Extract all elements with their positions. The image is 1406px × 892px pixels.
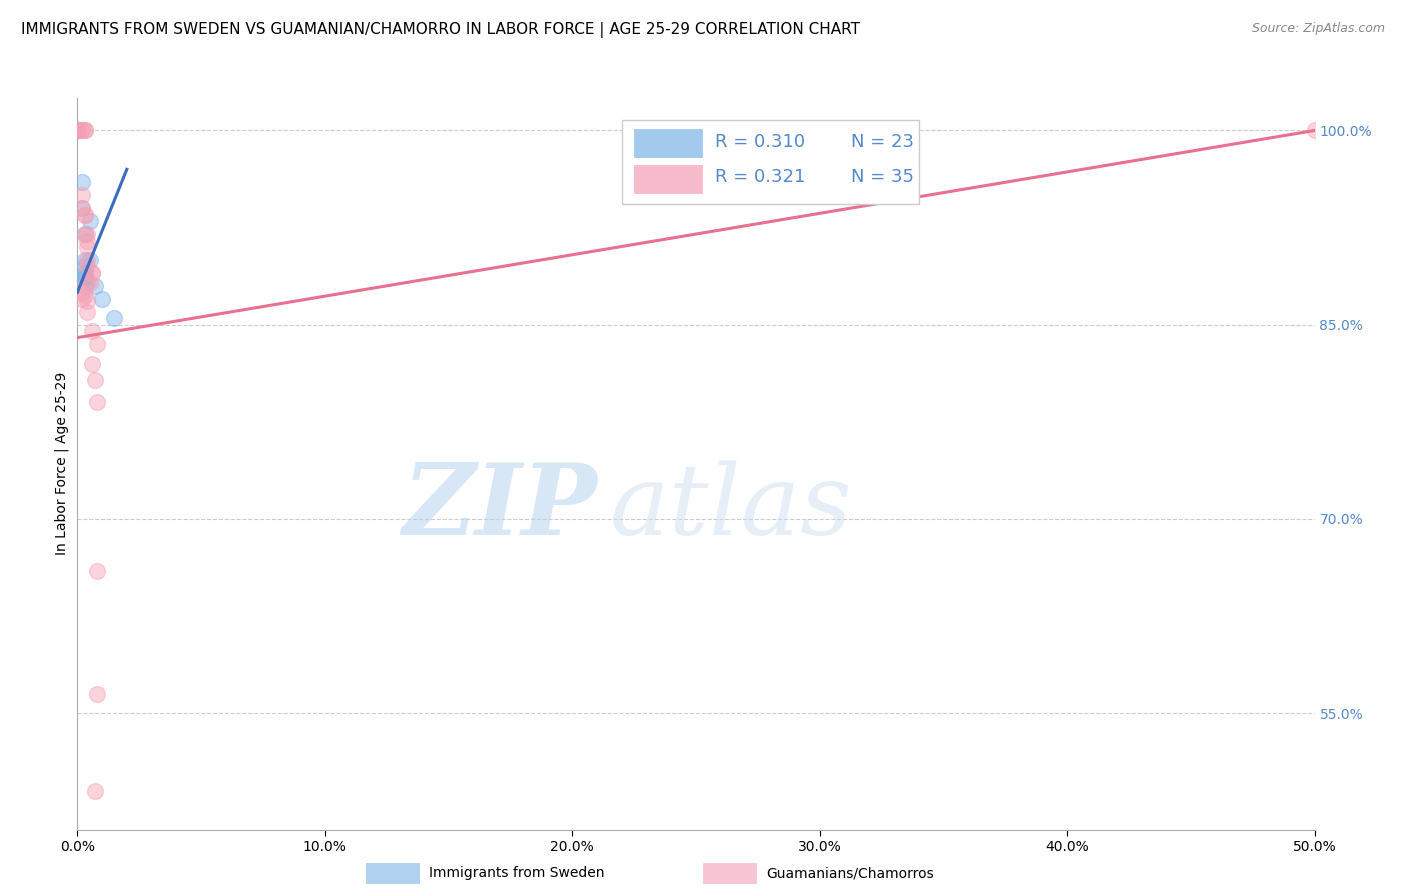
Point bbox=[83, 278, 105, 293]
Point bbox=[79, 252, 101, 267]
Point bbox=[76, 234, 98, 248]
Point bbox=[76, 240, 98, 254]
Point bbox=[79, 214, 101, 228]
Point bbox=[82, 357, 104, 371]
Text: ZIP: ZIP bbox=[402, 459, 598, 556]
Point bbox=[73, 252, 96, 267]
Point bbox=[82, 266, 104, 280]
Point bbox=[73, 227, 96, 241]
Point bbox=[76, 260, 98, 274]
Point bbox=[66, 123, 89, 137]
Point bbox=[66, 123, 89, 137]
Point bbox=[86, 564, 108, 578]
Point bbox=[73, 227, 96, 241]
Text: N = 23: N = 23 bbox=[851, 133, 914, 151]
Point bbox=[103, 311, 125, 326]
Point bbox=[73, 269, 96, 284]
Point bbox=[66, 123, 89, 137]
Point bbox=[83, 783, 105, 797]
Point bbox=[73, 266, 96, 280]
Point bbox=[76, 277, 98, 291]
Point bbox=[73, 260, 96, 274]
Point bbox=[79, 277, 101, 291]
Point bbox=[73, 288, 96, 302]
Point bbox=[73, 269, 96, 284]
Point bbox=[73, 278, 96, 293]
Point bbox=[73, 208, 96, 222]
Text: IMMIGRANTS FROM SWEDEN VS GUAMANIAN/CHAMORRO IN LABOR FORCE | AGE 25-29 CORRELAT: IMMIGRANTS FROM SWEDEN VS GUAMANIAN/CHAM… bbox=[21, 22, 860, 38]
Point bbox=[86, 337, 108, 351]
Point bbox=[72, 285, 94, 300]
Point bbox=[66, 123, 89, 137]
Text: R = 0.321: R = 0.321 bbox=[714, 168, 804, 186]
Text: Source: ZipAtlas.com: Source: ZipAtlas.com bbox=[1251, 22, 1385, 36]
Point bbox=[66, 123, 89, 137]
Text: Guamanians/Chamorros: Guamanians/Chamorros bbox=[766, 866, 934, 880]
Point bbox=[76, 252, 98, 267]
Point bbox=[82, 324, 104, 338]
Point bbox=[72, 188, 94, 202]
Point bbox=[66, 123, 89, 137]
Point bbox=[86, 687, 108, 701]
Point bbox=[73, 123, 96, 137]
Text: N = 35: N = 35 bbox=[851, 168, 914, 186]
Point bbox=[73, 208, 96, 222]
Point bbox=[76, 294, 98, 309]
Point bbox=[72, 201, 94, 215]
Point bbox=[72, 123, 94, 137]
Point bbox=[76, 304, 98, 318]
Point bbox=[66, 123, 89, 137]
Y-axis label: In Labor Force | Age 25-29: In Labor Force | Age 25-29 bbox=[55, 372, 69, 556]
Point bbox=[66, 123, 89, 137]
Text: Immigrants from Sweden: Immigrants from Sweden bbox=[429, 866, 605, 880]
Point bbox=[72, 292, 94, 306]
Point bbox=[72, 175, 94, 189]
Point bbox=[83, 373, 105, 387]
Point bbox=[72, 123, 94, 137]
Point bbox=[66, 123, 89, 137]
FancyBboxPatch shape bbox=[621, 120, 918, 204]
Point bbox=[73, 269, 96, 284]
Point bbox=[91, 292, 114, 306]
Text: atlas: atlas bbox=[609, 460, 852, 556]
Point bbox=[86, 395, 108, 409]
Point bbox=[66, 123, 89, 137]
Point bbox=[73, 123, 96, 137]
Point bbox=[72, 201, 94, 215]
Text: R = 0.310: R = 0.310 bbox=[714, 133, 804, 151]
FancyBboxPatch shape bbox=[634, 165, 702, 194]
Point bbox=[1303, 123, 1326, 137]
Point bbox=[76, 227, 98, 241]
FancyBboxPatch shape bbox=[634, 128, 702, 157]
Point bbox=[82, 266, 104, 280]
Point bbox=[66, 123, 89, 137]
